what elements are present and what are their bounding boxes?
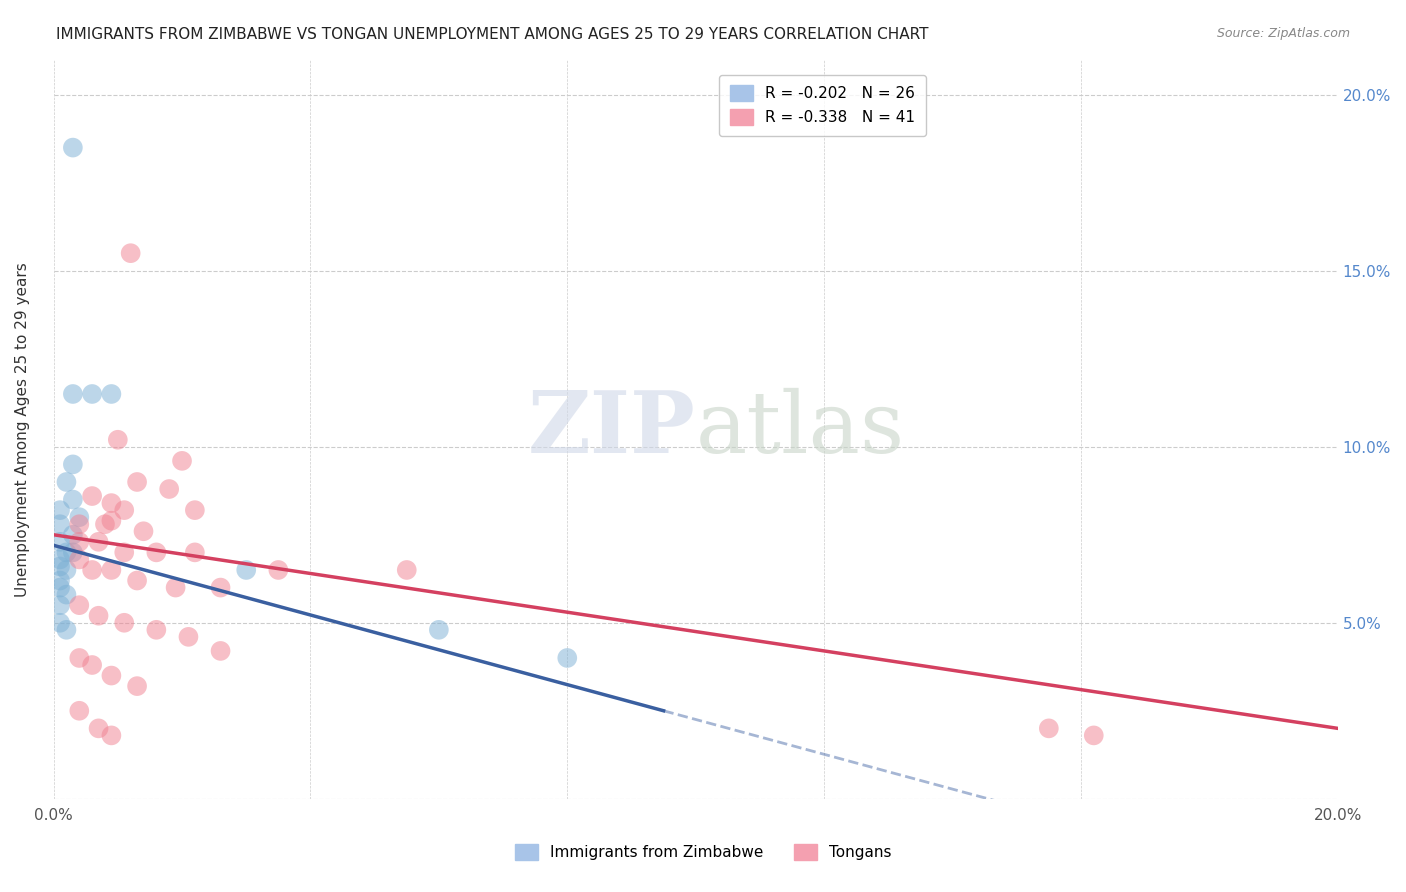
- Point: [555, 651, 578, 665]
- Point: [49, 552, 72, 566]
- Point: [67, 651, 90, 665]
- Point: [1083, 728, 1105, 742]
- Point: [55, 475, 77, 489]
- Point: [112, 545, 135, 559]
- Text: Source: ZipAtlas.com: Source: ZipAtlas.com: [1216, 27, 1350, 40]
- Point: [100, 668, 122, 682]
- Point: [157, 482, 180, 496]
- Point: [82, 387, 104, 401]
- Point: [55, 563, 77, 577]
- Text: ZIP: ZIP: [527, 387, 696, 471]
- Point: [125, 679, 148, 693]
- Point: [100, 387, 122, 401]
- Point: [62, 458, 84, 472]
- Point: [49, 574, 72, 588]
- Point: [55, 623, 77, 637]
- Point: [177, 630, 200, 644]
- Point: [395, 563, 418, 577]
- Point: [132, 524, 155, 539]
- Point: [112, 615, 135, 630]
- Point: [67, 517, 90, 532]
- Point: [49, 615, 72, 630]
- Point: [100, 496, 122, 510]
- Point: [165, 581, 187, 595]
- Point: [87, 722, 110, 736]
- Point: [67, 552, 90, 566]
- Point: [267, 563, 290, 577]
- Point: [62, 387, 84, 401]
- Legend: Immigrants from Zimbabwe, Tongans: Immigrants from Zimbabwe, Tongans: [509, 838, 897, 866]
- Text: atlas: atlas: [696, 388, 905, 471]
- Point: [49, 581, 72, 595]
- Point: [67, 598, 90, 612]
- Point: [67, 534, 90, 549]
- Point: [125, 475, 148, 489]
- Point: [1038, 722, 1060, 736]
- Point: [100, 563, 122, 577]
- Point: [235, 563, 257, 577]
- Point: [100, 514, 122, 528]
- Point: [125, 574, 148, 588]
- Point: [145, 545, 167, 559]
- Point: [82, 563, 104, 577]
- Point: [94, 517, 117, 532]
- Point: [49, 503, 72, 517]
- Point: [100, 728, 122, 742]
- Point: [170, 454, 193, 468]
- Point: [107, 433, 129, 447]
- Point: [62, 528, 84, 542]
- Point: [82, 489, 104, 503]
- Point: [120, 246, 142, 260]
- Point: [62, 140, 84, 154]
- Legend: R = -0.202   N = 26, R = -0.338   N = 41: R = -0.202 N = 26, R = -0.338 N = 41: [718, 75, 925, 136]
- Point: [62, 492, 84, 507]
- Point: [184, 545, 207, 559]
- Point: [67, 704, 90, 718]
- Point: [67, 510, 90, 524]
- Point: [87, 608, 110, 623]
- Point: [55, 588, 77, 602]
- Point: [209, 644, 232, 658]
- Y-axis label: Unemployment Among Ages 25 to 29 years: Unemployment Among Ages 25 to 29 years: [15, 262, 30, 597]
- Point: [49, 534, 72, 549]
- Point: [49, 598, 72, 612]
- Point: [49, 517, 72, 532]
- Point: [87, 534, 110, 549]
- Text: IMMIGRANTS FROM ZIMBABWE VS TONGAN UNEMPLOYMENT AMONG AGES 25 TO 29 YEARS CORREL: IMMIGRANTS FROM ZIMBABWE VS TONGAN UNEMP…: [56, 27, 929, 42]
- Point: [112, 503, 135, 517]
- Point: [49, 559, 72, 574]
- Point: [209, 581, 232, 595]
- Point: [62, 545, 84, 559]
- Point: [82, 658, 104, 673]
- Point: [427, 623, 450, 637]
- Point: [184, 503, 207, 517]
- Point: [145, 623, 167, 637]
- Point: [55, 545, 77, 559]
